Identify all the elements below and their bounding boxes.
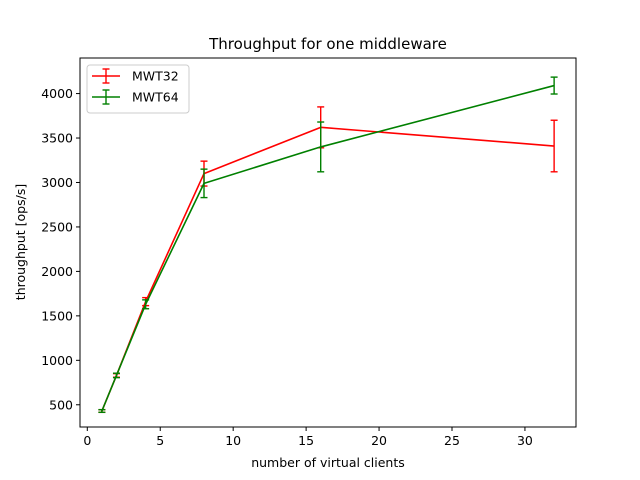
plot-frame xyxy=(79,57,577,428)
y-axis-label: throughput [ops/s] xyxy=(13,184,28,300)
error-bar-mwt64 xyxy=(112,372,120,379)
y-tick-label: 1500 xyxy=(41,308,73,323)
legend-entry-mwt64: MWT64 xyxy=(92,89,179,105)
x-axis-label: number of virtual clients xyxy=(251,455,405,470)
y-tick-label: 500 xyxy=(49,397,73,412)
x-tick-label: 25 xyxy=(444,433,460,448)
chart-title: Throughput for one middleware xyxy=(208,35,447,53)
y-tick-label: 1000 xyxy=(41,353,73,368)
series-line-mwt64 xyxy=(101,84,555,412)
error-bar-mwt64 xyxy=(98,408,106,414)
x-tick-label: 5 xyxy=(156,433,164,448)
error-bar-mwt64 xyxy=(200,168,208,199)
y-tick-label: 4000 xyxy=(41,86,73,101)
legend-label-mwt64: MWT64 xyxy=(132,90,179,105)
y-tick-label: 3500 xyxy=(41,131,73,146)
error-bar-mwt64 xyxy=(142,299,150,310)
legend-box xyxy=(86,64,190,114)
series-mwt64 xyxy=(98,76,558,414)
legend-entry-mwt32: MWT32 xyxy=(92,68,179,84)
x-tick-label: 10 xyxy=(225,433,241,448)
plot-area xyxy=(98,76,558,414)
x-tick-label: 15 xyxy=(298,433,314,448)
y-tick-label: 2000 xyxy=(41,264,73,279)
axis-ticks: 0 5 10 15 20 25 30 500 1000 1500 2000 2500 3000 3500 4… xyxy=(41,86,533,448)
y-tick-label: 2500 xyxy=(41,219,73,234)
x-tick-label: 0 xyxy=(83,433,91,448)
x-tick-label: 30 xyxy=(517,433,533,448)
y-tick-label: 3000 xyxy=(41,175,73,190)
legend-label-mwt32: MWT32 xyxy=(132,69,179,84)
error-bar-mwt64 xyxy=(550,76,558,95)
x-tick-label: 20 xyxy=(371,433,387,448)
legend: MWT32 MWT64 xyxy=(86,64,190,114)
error-bar-mwt64 xyxy=(317,121,325,173)
error-bar-mwt32 xyxy=(550,119,558,173)
